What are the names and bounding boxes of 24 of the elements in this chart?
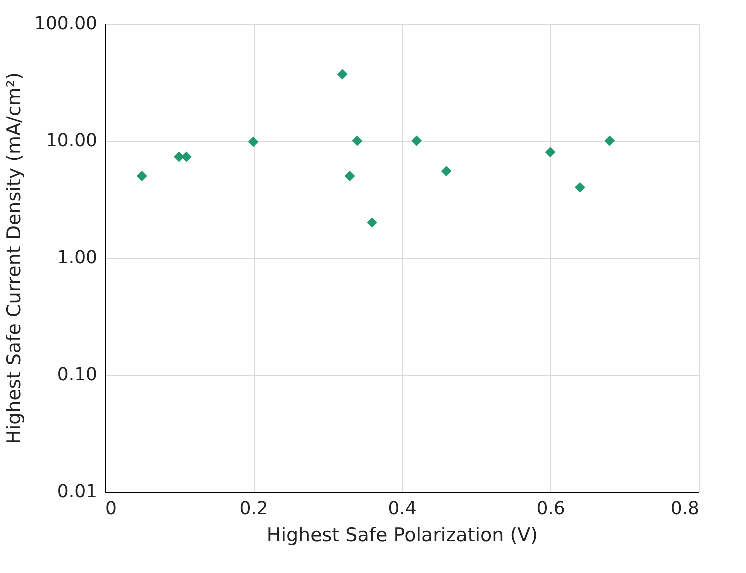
y-axis-title: Highest Safe Current Density (mA/cm²) [4, 72, 26, 444]
y-tick-label: 100.00 [34, 14, 98, 34]
point [248, 136, 259, 148]
x-tick-label: 0.2 [240, 498, 268, 520]
point [441, 166, 452, 177]
point [574, 182, 586, 193]
y-tick-label: 0.01 [57, 482, 98, 502]
y-tick-label: 0.10 [57, 364, 98, 386]
y-tick-label: 1.00 [57, 248, 98, 268]
point [604, 136, 616, 146]
x-tick-label: 0 [106, 498, 117, 520]
point [352, 136, 363, 146]
x-axis-title: Highest Safe Polarization (V) [266, 524, 538, 546]
point [174, 152, 184, 162]
x-tick-label: 0.8 [670, 498, 700, 520]
point [136, 170, 148, 182]
y-tick-label: 10.00 [46, 130, 98, 152]
point [545, 147, 556, 158]
x-tick-label: 0.4 [388, 498, 417, 520]
x-tick-label: 0.6 [536, 498, 566, 520]
point [344, 170, 356, 182]
point [412, 136, 422, 146]
point [337, 69, 348, 80]
point [367, 218, 378, 228]
